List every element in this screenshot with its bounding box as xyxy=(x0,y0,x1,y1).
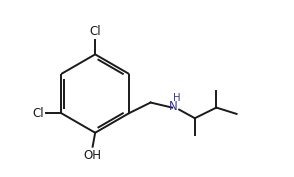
Text: H: H xyxy=(173,93,181,103)
Text: OH: OH xyxy=(83,149,102,162)
Text: N: N xyxy=(169,100,178,113)
Text: Cl: Cl xyxy=(89,25,101,38)
Text: Cl: Cl xyxy=(32,107,44,120)
